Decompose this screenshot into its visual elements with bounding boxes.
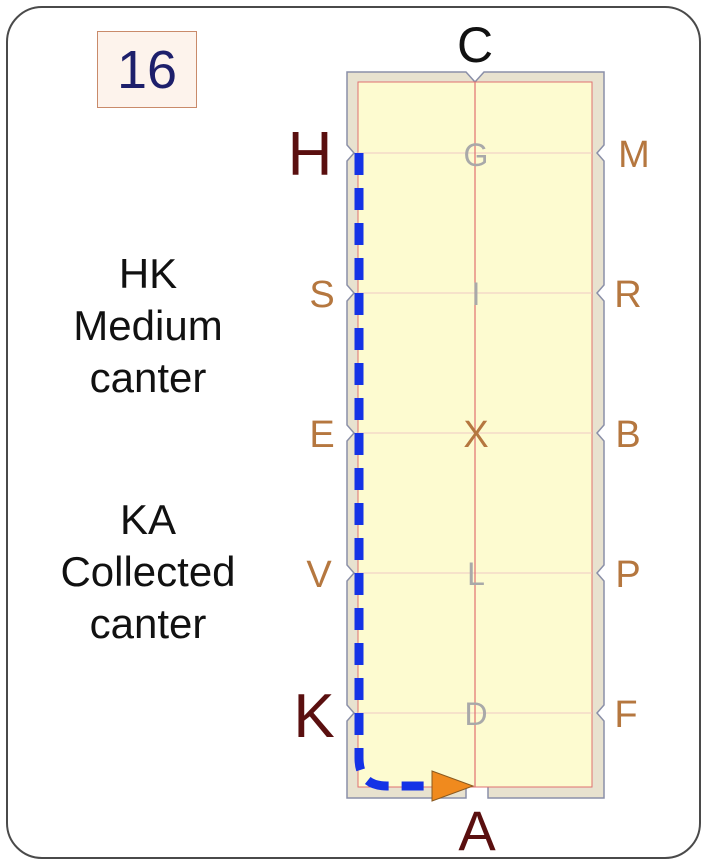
instruction-ka-letters: KA — [119, 496, 177, 543]
instruction-hk-line2: canter — [89, 354, 207, 401]
letter-g: G — [464, 137, 489, 173]
instruction-hk: HK Medium canter — [38, 248, 258, 404]
letter-c: C — [457, 17, 493, 73]
test-number-badge: 16 — [97, 31, 197, 108]
letter-r: R — [614, 274, 641, 316]
instruction-ka-line1: Collected — [60, 548, 236, 595]
ridden-path — [354, 153, 432, 791]
letter-p: P — [615, 554, 640, 596]
letter-h: H — [288, 120, 333, 189]
instruction-hk-letters: HK — [118, 250, 178, 297]
letter-d: D — [464, 696, 487, 732]
letter-k: K — [293, 682, 334, 751]
direction-arrow — [431, 770, 475, 802]
instruction-ka-line2: canter — [89, 600, 207, 647]
test-number: 16 — [116, 39, 178, 100]
letter-f: F — [614, 694, 637, 736]
letter-v: V — [306, 554, 332, 596]
letter-s: S — [309, 274, 334, 316]
letter-a: A — [458, 799, 496, 862]
letter-b: B — [615, 414, 640, 456]
letter-i: I — [472, 276, 481, 312]
instruction-hk-line1: Medium — [73, 302, 223, 349]
letter-e: E — [309, 414, 334, 456]
letter-x: X — [463, 414, 488, 456]
letter-l: L — [467, 556, 485, 592]
instruction-ka: KA Collected canter — [38, 494, 258, 650]
letter-m: M — [618, 134, 650, 176]
